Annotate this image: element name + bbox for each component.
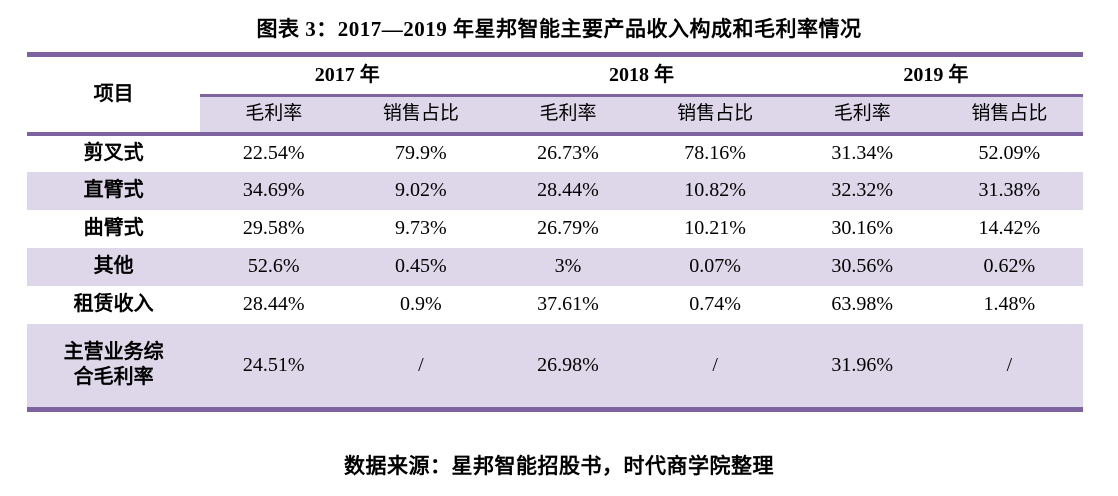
cell-value: 28.44% [242,293,305,315]
table-row-other: 其他 52.6% 0.45% 3% 0.07% 30.56% 0.62% [27,247,1083,286]
table-row-articulated-boom: 曲臂式 29.58% 9.73% 26.79% 10.21% 30.16% 14… [27,210,1083,248]
cell-value: 37.61% [537,293,599,315]
cell-value: 34.69% [200,171,348,210]
row-label: 剪叉式 [83,142,144,164]
year-header-2019: 2019 年 [788,54,1083,97]
cell-value: 52.6% [200,247,348,286]
table-row-scissor: 剪叉式 22.54% 79.9% 26.73% 78.16% 31.34% 52… [27,134,1083,172]
cell-value: 31.96% [788,323,936,410]
cell-value: 30.56% [788,247,936,286]
cell-value: 22.54% [242,142,305,164]
cell-value: 3% [494,247,642,286]
cell-value: 10.21% [684,217,746,239]
revenue-margin-table: 项目 2017 年 2018 年 2019 年 毛利率 销售占比 毛利率 销售占… [27,52,1083,412]
cell-value: 78.16% [684,142,746,164]
cell-value: 0.74% [689,293,741,315]
subheader-2018-gross-margin: 毛利率 [494,95,642,136]
subheader-2019-sales-share: 销售占比 [935,95,1083,136]
cell-value: 28.44% [494,171,642,210]
cell-value: 26.98% [494,323,642,410]
year-header-2017: 2017 年 [200,54,495,97]
cell-value: 9.73% [395,217,447,239]
cell-value: 29.58% [242,217,305,239]
cell-value: 63.98% [831,293,894,315]
subheader-2017-gross-margin: 毛利率 [200,95,348,136]
row-label: 其他 [27,247,201,286]
subheader-2017-sales-share: 销售占比 [347,95,495,136]
cell-value: 26.73% [537,142,599,164]
cell-value: 10.82% [641,171,789,210]
cell-value: 0.07% [641,247,789,286]
table-header-sub-row: 毛利率 销售占比 毛利率 销售占比 毛利率 销售占比 [27,95,1083,136]
figure-title: 图表 3：2017—2019 年星邦智能主要产品收入构成和毛利率情况 [256,17,862,41]
item-column-header: 项目 [27,54,201,136]
year-header-2018: 2018 年 [494,54,789,97]
subheader-2018-sales-share: 销售占比 [641,95,789,136]
table-row-straight-boom: 直臂式 34.69% 9.02% 28.44% 10.82% 32.32% 31… [27,171,1083,210]
cell-value: / [347,323,495,410]
cell-value: 24.51% [200,323,348,410]
cell-value: 31.34% [831,142,894,164]
cell-value: 32.32% [788,171,936,210]
cell-value: 14.42% [978,217,1041,239]
cell-value: 0.45% [347,247,495,286]
cell-value: 0.62% [935,247,1083,286]
row-label: 租赁收入 [73,293,154,315]
cell-value: 26.79% [537,217,599,239]
table-row-overall-gross-margin: 主营业务综合毛利率 24.51% / 26.98% / 31.96% / [27,323,1083,410]
data-source-note: 数据来源：星邦智能招股书，时代商学院整理 [344,454,774,478]
row-label: 曲臂式 [83,217,144,239]
cell-value: 9.02% [347,171,495,210]
cell-value: / [641,323,789,410]
cell-value: 31.38% [935,171,1083,210]
cell-value: 79.9% [395,142,447,164]
cell-value: 1.48% [983,293,1036,315]
cell-value: / [935,323,1083,410]
row-label: 主营业务综合毛利率 [27,323,201,410]
row-label: 直臂式 [27,171,201,210]
table-header-year-row: 项目 2017 年 2018 年 2019 年 [27,54,1083,136]
table-row-rental-income: 租赁收入 28.44% 0.9% 37.61% 0.74% 63.98% 1.4… [27,286,1083,324]
cell-value: 0.9% [400,293,442,315]
subheader-2019-gross-margin: 毛利率 [788,95,936,136]
cell-value: 52.09% [978,142,1041,164]
cell-value: 30.16% [831,217,894,239]
